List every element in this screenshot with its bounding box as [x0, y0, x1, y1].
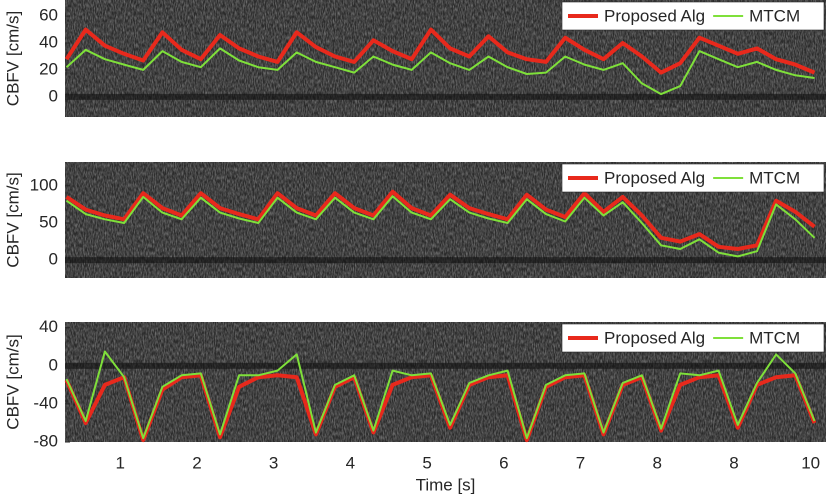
- x-tick-label: 4: [346, 453, 355, 472]
- x-tick-label: 3: [269, 453, 278, 472]
- baseline-band: [65, 362, 826, 369]
- y-tick-label: 40: [39, 33, 58, 52]
- y-tick-label: 20: [39, 59, 58, 78]
- x-tick-label: 2: [192, 453, 201, 472]
- legend-box: [561, 163, 825, 193]
- baseline-band: [65, 257, 826, 264]
- legend-box: [561, 323, 825, 353]
- legend-label: Proposed Alg: [604, 168, 705, 187]
- y-tick-label: 0: [49, 355, 58, 374]
- x-tick-label: 1: [115, 453, 124, 472]
- legend-label: MTCM: [749, 6, 800, 25]
- series-line: [65, 189, 816, 251]
- x-tick-label: 7: [576, 453, 585, 472]
- y-tick-label: -40: [33, 393, 58, 412]
- x-tick-label: 8: [729, 453, 738, 472]
- legend-box: [561, 1, 825, 31]
- legend-label: Proposed Alg: [604, 6, 705, 25]
- y-tick-label: 50: [39, 212, 58, 231]
- legend-label: MTCM: [749, 328, 800, 347]
- panel: 0 20 40 60 CBFV [cm/s] Proposed Alg MTCM: [3, 0, 826, 117]
- legend-label: MTCM: [749, 168, 800, 187]
- panel: -80 -40 0 40 1 2 3 4 5 6 7 8 8 10 CBFV [cm/s] Time [s] P…: [3, 317, 826, 494]
- y-axis-label: CBFV [cm/s]: [3, 334, 22, 429]
- x-axis-label: Time [s]: [416, 475, 476, 494]
- y-tick-label: 60: [39, 6, 58, 25]
- y-tick-label: 0: [49, 86, 58, 105]
- y-tick-label: 40: [39, 317, 58, 336]
- x-tick-label: 8: [652, 453, 661, 472]
- panel: 0 50 100 CBFV [cm/s] Proposed Alg MTCM: [3, 162, 826, 278]
- series-line: [65, 350, 816, 440]
- y-axis-label: CBFV [cm/s]: [3, 172, 22, 267]
- legend-label: Proposed Alg: [604, 328, 705, 347]
- series-line: [64, 27, 816, 75]
- x-tick-label: 10: [801, 453, 820, 472]
- baseline-band: [65, 93, 826, 100]
- y-axis-label: CBFV [cm/s]: [3, 11, 22, 106]
- y-tick-label: 0: [49, 250, 58, 269]
- y-tick-label: 100: [30, 175, 58, 194]
- x-tick-label: 6: [499, 453, 508, 472]
- series-line: [65, 195, 816, 258]
- x-tick-label: 5: [422, 453, 431, 472]
- series-line: [65, 47, 815, 96]
- y-tick-label: -80: [33, 431, 58, 450]
